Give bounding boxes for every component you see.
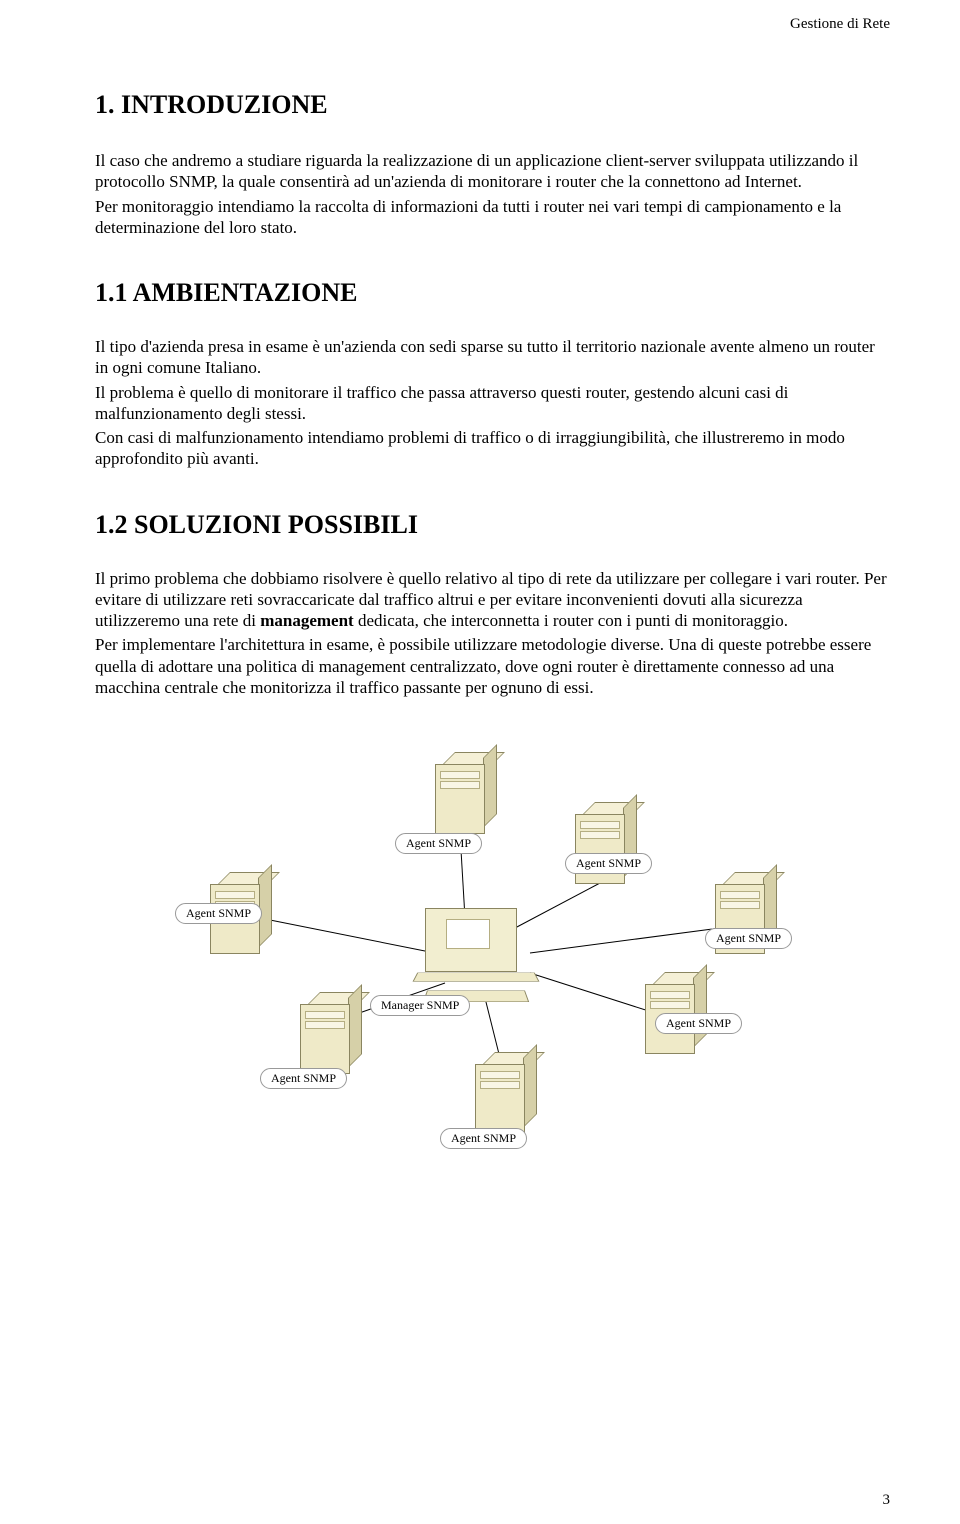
manager-monitor bbox=[415, 908, 535, 1008]
sol-p1: Il primo problema che dobbiamo risolvere… bbox=[95, 568, 890, 632]
edge-0 bbox=[260, 918, 435, 953]
server-3-label: Agent SNMP bbox=[565, 853, 652, 874]
server-2 bbox=[435, 753, 483, 833]
ambientazione-paragraphs: Il tipo d'azienda presa in esame è un'az… bbox=[95, 336, 890, 470]
heading-introduzione: 1. INTRODUZIONE bbox=[95, 90, 890, 120]
edge-3 bbox=[530, 928, 720, 953]
intro-p2: Per monitoraggio intendiamo la raccolta … bbox=[95, 196, 890, 239]
sol-p1b-bold: management bbox=[260, 611, 353, 630]
page-number: 3 bbox=[883, 1492, 891, 1509]
sol-p2: Per implementare l'architettura in esame… bbox=[95, 634, 890, 698]
server-4-label: Agent SNMP bbox=[705, 928, 792, 949]
intro-p1: Il caso che andremo a studiare riguarda … bbox=[95, 150, 890, 193]
manager-label: Manager SNMP bbox=[370, 995, 470, 1016]
amb-p3: Con casi di malfunzionamento intendiamo … bbox=[95, 427, 890, 470]
server-7 bbox=[300, 993, 348, 1073]
soluzioni-paragraphs: Il primo problema che dobbiamo risolvere… bbox=[95, 568, 890, 699]
page: Gestione di Rete 1. INTRODUZIONE Il caso… bbox=[0, 0, 960, 1524]
edge-4 bbox=[530, 973, 655, 1013]
header-right: Gestione di Rete bbox=[790, 16, 890, 33]
heading-ambientazione: 1.1 AMBIENTAZIONE bbox=[95, 278, 890, 308]
server-7-label: Agent SNMP bbox=[260, 1068, 347, 1089]
amb-p1: Il tipo d'azienda presa in esame è un'az… bbox=[95, 336, 890, 379]
amb-p2: Il problema è quello di monitorare il tr… bbox=[95, 382, 890, 425]
sol-p1c: dedicata, che interconnetta i router con… bbox=[354, 611, 788, 630]
server-2-label: Agent SNMP bbox=[395, 833, 482, 854]
server-6-label: Agent SNMP bbox=[440, 1128, 527, 1149]
intro-paragraphs: Il caso che andremo a studiare riguarda … bbox=[95, 150, 890, 238]
heading-soluzioni: 1.2 SOLUZIONI POSSIBILI bbox=[95, 510, 890, 540]
server-6 bbox=[475, 1053, 523, 1133]
network-diagram: Agent SNMP Agent SNMP Agent SNMP Agent SNMP… bbox=[145, 733, 845, 1153]
server-1-label: Agent SNMP bbox=[175, 903, 262, 924]
server-5-label: Agent SNMP bbox=[655, 1013, 742, 1034]
